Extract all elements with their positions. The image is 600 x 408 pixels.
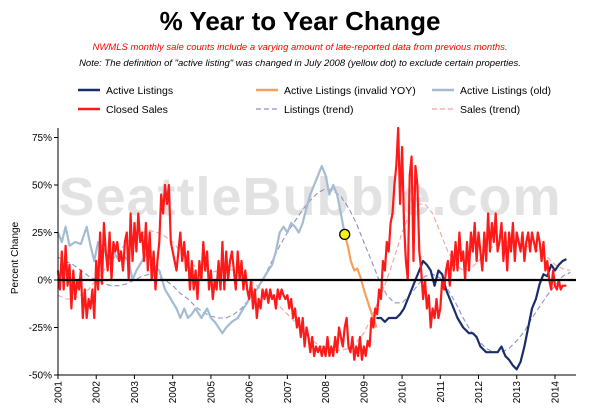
x-tick-label: 2013 [512, 381, 523, 404]
y-tick-label: 50% [32, 181, 52, 192]
x-tick-label: 2012 [474, 381, 485, 404]
x-tick-label: 2007 [283, 381, 294, 404]
y-tick-label: 75% [32, 133, 52, 144]
chart-legend: Active Listings Active Listings (invalid … [78, 85, 551, 116]
series-layer [56, 126, 571, 371]
legend-label: Active Listings (invalid YOY) [284, 85, 416, 97]
x-tick-label: 2014 [551, 381, 562, 404]
legend-label: Active Listings (old) [460, 85, 551, 97]
chart-title: % Year to Year Change [160, 6, 441, 36]
series-line [376, 258, 567, 371]
x-tick-label: 2010 [398, 381, 409, 404]
chart-note-1: NWMLS monthly sale counts include a vary… [92, 42, 507, 53]
legend-label: Closed Sales [106, 104, 168, 116]
legend-label: Active Listings [106, 85, 173, 97]
chart-note-2: Note: The definition of "active listing"… [79, 58, 521, 69]
definition-change-marker [339, 228, 351, 241]
x-tick-label: 2008 [321, 381, 332, 404]
x-tick-label: 2001 [54, 381, 65, 404]
x-tick-label: 2004 [168, 381, 179, 404]
x-tick-label: 2005 [206, 381, 217, 404]
legend-label: Sales (trend) [460, 104, 520, 116]
x-tick-label: 2003 [130, 381, 141, 404]
series-line [56, 126, 567, 361]
series-line [57, 188, 571, 353]
axes-layer: 75% 50% 25% 0% -25% -50%2001 2002 2003 2004 2005 2… [29, 128, 576, 403]
x-tick-label: 2011 [436, 381, 447, 403]
y-tick-label: 25% [32, 228, 52, 239]
x-tick-label: 2009 [359, 381, 370, 404]
x-tick-label: 2002 [92, 381, 103, 404]
y-tick-label: -50% [29, 371, 52, 382]
y-tick-label: -25% [29, 323, 52, 334]
y-axis-label: Percent Change [10, 221, 21, 294]
series-line [343, 234, 378, 328]
legend-label: Listings (trend) [284, 104, 353, 116]
x-tick-label: 2006 [245, 381, 256, 404]
y-tick-label: 0% [38, 276, 53, 287]
